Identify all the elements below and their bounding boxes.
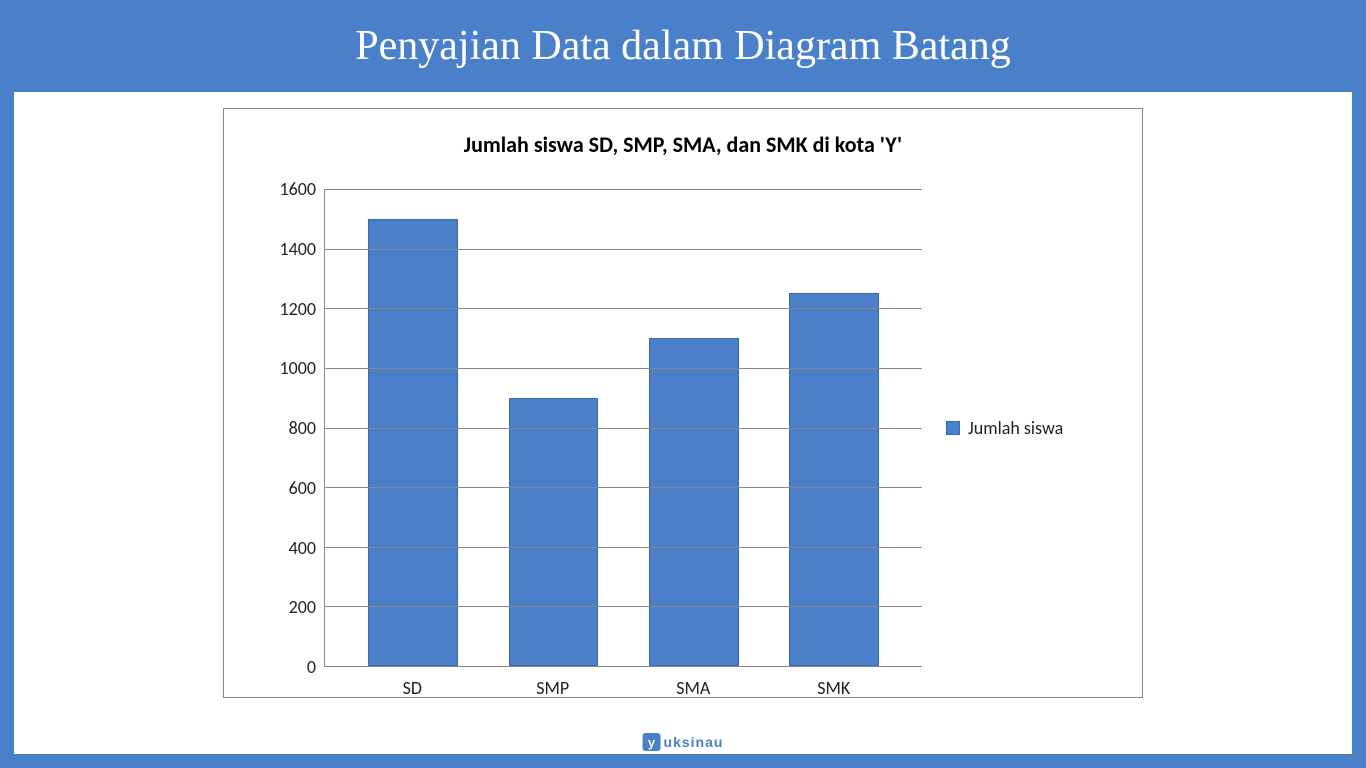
y-axis-labels: 02004006008001000120014001600 xyxy=(254,189,324,667)
content-area: Jumlah siswa SD, SMP, SMA, dan SMK di ko… xyxy=(14,92,1352,754)
bar-smk xyxy=(789,293,879,666)
legend-swatch-icon xyxy=(946,421,960,435)
bar-smp xyxy=(509,398,599,666)
y-tick-label: 0 xyxy=(307,656,316,678)
y-tick-label: 800 xyxy=(289,417,316,439)
watermark: y uksinau xyxy=(643,733,724,751)
watermark-text: uksinau xyxy=(664,734,724,750)
x-tick-label: SMA xyxy=(623,677,764,699)
gridline xyxy=(325,368,922,369)
gridline xyxy=(325,487,922,488)
x-tick-label: SMK xyxy=(764,677,905,699)
x-tick-label: SMP xyxy=(483,677,624,699)
y-tick-label: 200 xyxy=(289,596,316,618)
bar-sma xyxy=(649,338,739,666)
y-tick-label: 1400 xyxy=(280,238,317,260)
y-tick-label: 400 xyxy=(289,537,316,559)
x-axis-labels: SDSMPSMASMK xyxy=(324,677,922,699)
chart-body: 02004006008001000120014001600 SDSMPSMASM… xyxy=(254,189,1112,667)
bar-sd xyxy=(368,219,458,666)
watermark-logo-icon: y xyxy=(643,733,661,751)
page-title: Penyajian Data dalam Diagram Batang xyxy=(355,22,1010,70)
y-tick-label: 1600 xyxy=(280,178,317,200)
y-tick-label: 600 xyxy=(289,477,316,499)
gridline xyxy=(325,428,922,429)
bar-chart: Jumlah siswa SD, SMP, SMA, dan SMK di ko… xyxy=(223,108,1143,698)
gridline xyxy=(325,606,922,607)
x-tick-label: SD xyxy=(342,677,483,699)
gridline xyxy=(325,249,922,250)
grid-area xyxy=(324,189,922,667)
gridline xyxy=(325,308,922,309)
page-header: Penyajian Data dalam Diagram Batang xyxy=(0,0,1366,92)
plot-zone: 02004006008001000120014001600 SDSMPSMASM… xyxy=(254,189,922,667)
y-tick-label: 1200 xyxy=(280,298,317,320)
legend-label: Jumlah siswa xyxy=(968,417,1063,439)
page-root: Penyajian Data dalam Diagram Batang Juml… xyxy=(0,0,1366,768)
legend-item: Jumlah siswa xyxy=(946,417,1063,439)
gridline xyxy=(325,189,922,190)
chart-legend: Jumlah siswa xyxy=(922,189,1112,667)
gridline xyxy=(325,547,922,548)
y-tick-label: 1000 xyxy=(280,357,317,379)
chart-title: Jumlah siswa SD, SMP, SMA, dan SMK di ko… xyxy=(224,131,1142,158)
